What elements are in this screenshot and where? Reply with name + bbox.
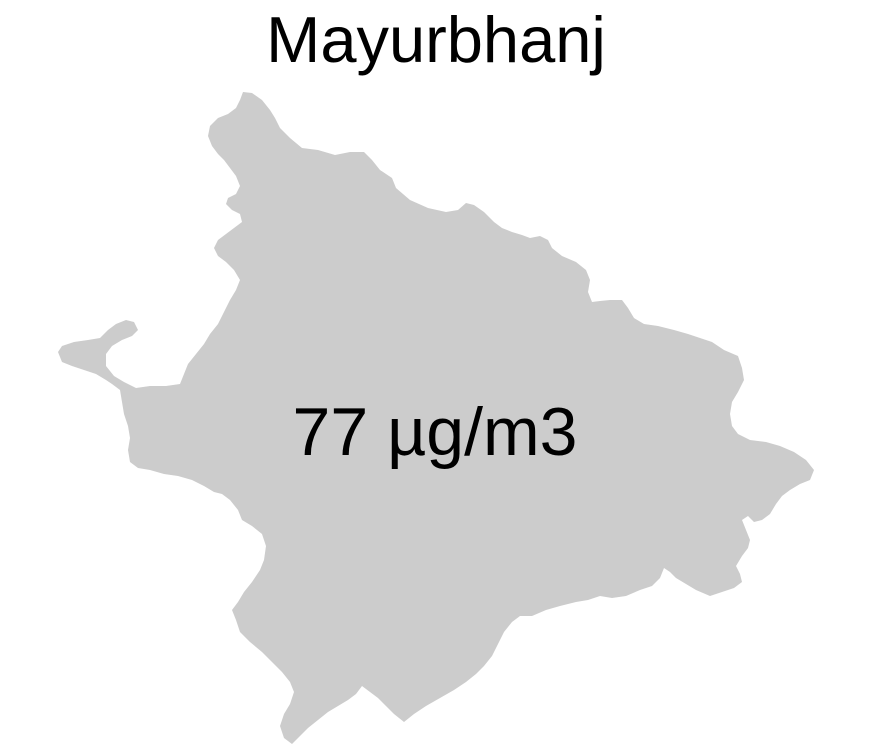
pollution-value-label: 77 µg/m3 — [292, 394, 578, 470]
district-shape — [58, 92, 814, 744]
map-title: Mayurbhanj — [266, 3, 606, 76]
